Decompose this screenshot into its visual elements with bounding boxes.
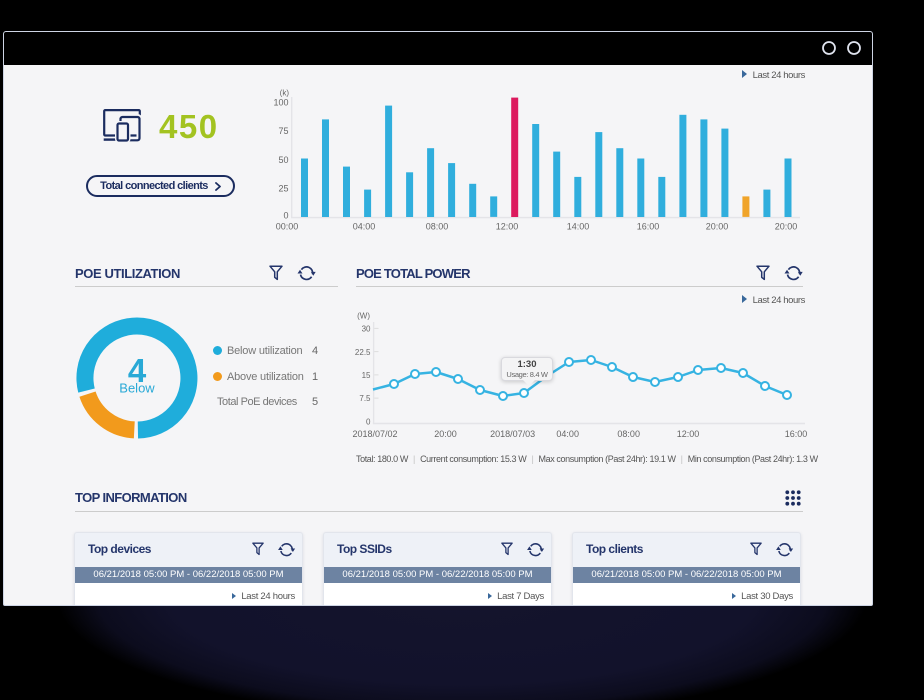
svg-text:2018/07/02: 2018/07/02: [352, 429, 397, 439]
svg-text:50: 50: [278, 155, 288, 165]
svg-text:100: 100: [273, 98, 288, 108]
svg-text:16:00: 16:00: [785, 429, 808, 439]
svg-text:08:00: 08:00: [426, 222, 449, 232]
svg-text:22.5: 22.5: [355, 348, 371, 357]
svg-text:12:00: 12:00: [496, 222, 519, 232]
svg-text:08:00: 08:00: [617, 429, 640, 439]
svg-text:12:00: 12:00: [677, 429, 700, 439]
svg-text:04:00: 04:00: [353, 222, 376, 232]
svg-text:30: 30: [362, 325, 371, 334]
svg-text:Below: Below: [119, 381, 155, 396]
svg-text:4: 4: [128, 352, 147, 389]
svg-text:15: 15: [362, 371, 371, 380]
svg-text:2018/07/03: 2018/07/03: [490, 429, 535, 439]
svg-text:20:00: 20:00: [434, 429, 457, 439]
svg-text:75: 75: [278, 126, 288, 136]
svg-text:20:00: 20:00: [775, 222, 798, 232]
svg-text:25: 25: [278, 183, 288, 193]
svg-text:14:00: 14:00: [567, 222, 590, 232]
svg-text:7.5: 7.5: [359, 394, 371, 403]
svg-text:0: 0: [366, 418, 371, 427]
svg-text:(k): (k): [280, 89, 290, 98]
svg-text:00:00: 00:00: [276, 222, 299, 232]
svg-text:(W): (W): [357, 312, 370, 321]
svg-text:04:00: 04:00: [556, 429, 579, 439]
svg-text:20:00: 20:00: [706, 222, 729, 232]
svg-text:0: 0: [283, 211, 288, 221]
svg-text:16:00: 16:00: [637, 222, 660, 232]
